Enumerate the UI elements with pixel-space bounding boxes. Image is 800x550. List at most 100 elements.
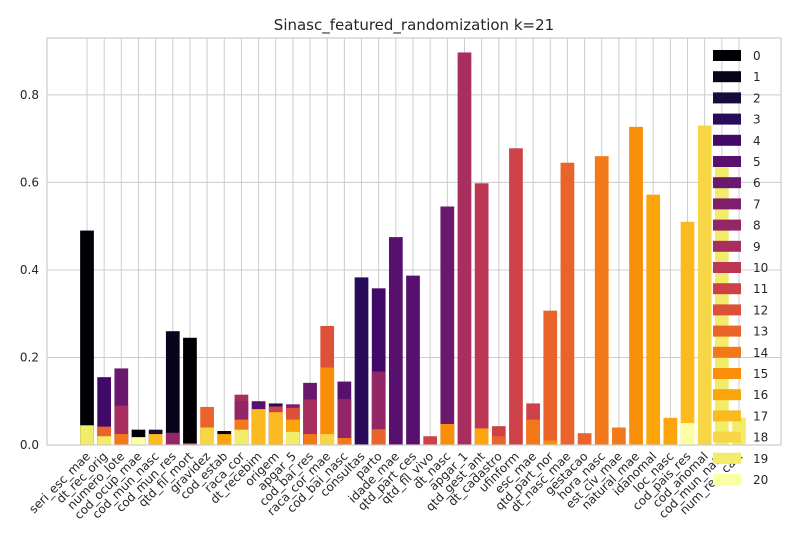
legend-swatch	[713, 368, 741, 379]
y-tick-label: 0.8	[20, 88, 39, 102]
bar-segment	[423, 436, 438, 445]
bar-segment	[286, 431, 300, 445]
bar-segment	[560, 162, 575, 445]
bar-segment	[491, 436, 506, 445]
bar-segment	[474, 428, 489, 445]
legend-swatch	[713, 198, 741, 210]
bar-segment	[371, 429, 386, 445]
bar-segment	[697, 125, 712, 445]
bar-segment	[543, 310, 558, 445]
legend-label: 9	[753, 240, 761, 254]
y-tick-label: 0.4	[20, 263, 39, 277]
legend-label: 3	[753, 113, 761, 127]
legend-label: 13	[753, 325, 768, 339]
legend-swatch	[713, 389, 741, 401]
bar-segment	[320, 434, 335, 445]
legend-swatch	[713, 325, 741, 337]
y-tick-label: 0.6	[20, 175, 39, 189]
legend-label: 6	[753, 176, 761, 190]
legend-swatch	[713, 346, 741, 358]
legend-label: 14	[753, 346, 768, 360]
bar-segment	[457, 52, 472, 446]
y-tick-label: 0.2	[20, 350, 39, 364]
legend-label: 20	[753, 473, 768, 487]
legend-label: 11	[753, 282, 768, 296]
bar-segment	[320, 367, 335, 445]
bar-segment	[183, 443, 197, 445]
bar-segment	[371, 371, 386, 445]
bar-segment	[680, 221, 695, 445]
bar-segment	[80, 230, 94, 445]
legend-label: 10	[753, 261, 768, 275]
bar-segment	[148, 434, 163, 445]
bar-segment	[114, 434, 129, 445]
legend-swatch	[713, 50, 741, 61]
bar-segment	[200, 427, 214, 445]
bar-segment	[131, 437, 146, 445]
bar-segment	[612, 427, 626, 445]
legend-swatch	[713, 283, 741, 295]
legend-label: 7	[753, 197, 761, 211]
legend-label: 16	[753, 388, 768, 402]
legend-swatch	[713, 134, 741, 146]
bar-segment	[165, 331, 180, 445]
bar-segment	[680, 423, 695, 445]
bar-segment	[354, 277, 369, 445]
legend-label: 1	[753, 70, 761, 84]
legend-swatch	[713, 474, 741, 485]
bar-segment	[251, 409, 266, 445]
legend-label: 4	[753, 134, 761, 148]
legend-swatch	[713, 304, 741, 316]
bar-segment	[234, 429, 249, 445]
bar-segment	[303, 434, 317, 445]
bar-segment	[217, 434, 232, 445]
legend-swatch	[713, 452, 741, 464]
bar-segment	[165, 432, 180, 445]
bar-segment	[337, 399, 352, 445]
bar-segment	[388, 237, 403, 445]
legend-swatch	[713, 240, 741, 252]
bar-segment	[440, 206, 455, 445]
chart-title: Sinasc_featured_randomization k=21	[274, 16, 554, 35]
legend-swatch	[713, 113, 741, 125]
y-axis-ticks: 0.0 0.2 0.4 0.6 0.8	[20, 88, 39, 452]
legend-label: 18	[753, 431, 768, 445]
legend-label: 15	[753, 367, 768, 381]
legend-label: 19	[753, 452, 768, 466]
legend-swatch	[713, 219, 741, 231]
bar-segment	[268, 412, 283, 445]
bar-segment	[183, 337, 197, 445]
legend-label: 12	[753, 303, 768, 317]
legend-swatch	[713, 431, 741, 443]
bar-segment	[337, 437, 352, 445]
legend-label: 2	[753, 91, 761, 105]
bar-segment	[543, 440, 558, 445]
bar-segment	[663, 417, 678, 445]
legend-swatch	[713, 410, 741, 422]
bar-segment	[577, 433, 592, 445]
legend-swatch	[713, 71, 741, 83]
plot-frame	[46, 37, 782, 446]
bar-segment	[303, 399, 317, 445]
bar-segment	[526, 419, 540, 445]
legend-label: 17	[753, 409, 768, 423]
bar-segment	[406, 275, 420, 445]
bar-segment	[474, 183, 489, 445]
bar-segment	[440, 423, 455, 445]
bar-segment	[594, 156, 609, 445]
legend-swatch	[713, 177, 741, 189]
legend-label: 0	[753, 49, 761, 63]
y-tick-label: 0.0	[20, 438, 39, 452]
bar-segment	[646, 194, 661, 445]
bar-segment	[80, 425, 94, 445]
bar-segment	[509, 148, 523, 445]
bar-segment	[97, 436, 112, 445]
legend-swatch	[713, 156, 741, 167]
legend-swatch	[713, 92, 741, 104]
legend-swatch	[713, 262, 741, 273]
legend-label: 8	[753, 219, 761, 233]
legend-label: 5	[753, 155, 761, 169]
bar-segment	[629, 126, 643, 445]
